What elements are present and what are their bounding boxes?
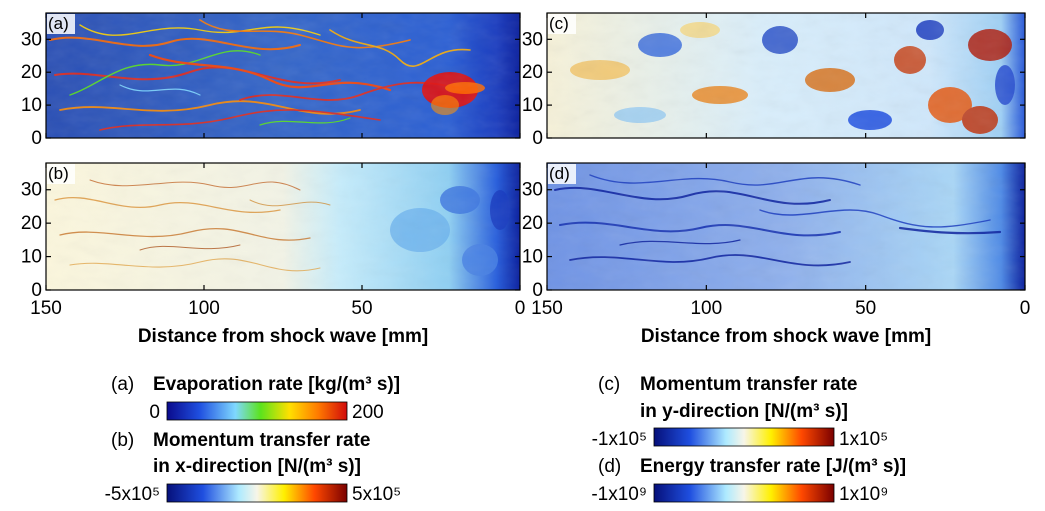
x-tick-label: 0 [1020, 298, 1031, 319]
x-tick-label: 150 [531, 298, 563, 319]
x-axis-title-left: Distance from shock wave [mm] [138, 326, 428, 347]
legend-d: (d) Energy transfer rate [J/(m³ s)] -1x1… [591, 456, 906, 505]
panel-b: (b) [45, 162, 521, 291]
legend-d-letter: (d) [598, 456, 621, 477]
x-tick-label: 100 [188, 298, 220, 319]
x-tick-label: 150 [30, 298, 62, 319]
y-tick-label: 20 [21, 62, 42, 83]
panel-d-tag: (d) [549, 164, 570, 183]
y-tick-label: 30 [21, 180, 42, 201]
legend-d-max: 1x10⁹ [839, 484, 888, 505]
legend-c: (c) Momentum transfer rate in y-directio… [592, 374, 888, 450]
panel-b-tag: (b) [48, 164, 69, 183]
panel-c-tag: (c) [549, 14, 569, 33]
y-tick-label: 30 [21, 29, 42, 50]
legend-c-max: 1x10⁵ [839, 429, 888, 450]
legend-c-title-line2: in y-direction [N/(m³ s)] [640, 401, 848, 422]
legend-a: (a) Evaporation rate [kg/(m³ s)] 0 200 [111, 374, 400, 423]
legend-b-colorbar [167, 484, 347, 502]
legend-a-colorbar [167, 402, 347, 420]
y-tick-label: 10 [21, 95, 42, 116]
legend-a-letter: (a) [111, 374, 134, 395]
legend-c-title-line1: Momentum transfer rate [640, 374, 858, 395]
panel-a: (a) [45, 12, 521, 139]
legend-a-min: 0 [149, 402, 160, 423]
legend-b-max: 5x10⁵ [352, 484, 401, 505]
y-tick-label: 0 [31, 280, 42, 301]
y-tick-label: 20 [21, 213, 42, 234]
legend-b-title-line1: Momentum transfer rate [153, 430, 371, 451]
x-axis-title-right: Distance from shock wave [mm] [641, 326, 931, 347]
x-tick-label: 50 [855, 298, 876, 319]
y-tick-label: 30 [522, 180, 543, 201]
legend-d-colorbar [654, 484, 834, 502]
y-tick-label: 0 [532, 128, 543, 149]
x-tick-label: 50 [351, 298, 372, 319]
legend-b: (b) Momentum transfer rate in x-directio… [105, 430, 401, 505]
panel-c: (c) [546, 12, 1026, 139]
y-tick-label: 10 [522, 95, 543, 116]
legend-a-max: 200 [352, 402, 384, 423]
y-tick-label: 10 [522, 247, 543, 268]
x-tick-label: 100 [690, 298, 722, 319]
y-tick-label: 0 [31, 128, 42, 149]
legend-b-letter: (b) [111, 430, 134, 451]
y-tick-label: 20 [522, 213, 543, 234]
panel-d: (d) [546, 162, 1026, 291]
y-tick-label: 30 [522, 29, 543, 50]
legend-c-letter: (c) [598, 374, 620, 395]
y-tick-label: 20 [522, 62, 543, 83]
x-tick-label: 0 [515, 298, 526, 319]
legend-d-min: -1x10⁹ [591, 484, 647, 505]
legend-c-min: -1x10⁵ [592, 429, 647, 450]
legend-b-min: -5x10⁵ [105, 484, 160, 505]
panel-a-tag: (a) [48, 14, 69, 33]
legend-c-colorbar [654, 428, 834, 446]
legend-b-title-line2: in x-direction [N/(m³ s)] [153, 456, 361, 477]
y-tick-label: 0 [532, 280, 543, 301]
y-tick-label: 10 [21, 247, 42, 268]
legend-d-title: Energy transfer rate [J/(m³ s)] [640, 456, 906, 477]
legend-a-title: Evaporation rate [kg/(m³ s)] [153, 374, 400, 395]
